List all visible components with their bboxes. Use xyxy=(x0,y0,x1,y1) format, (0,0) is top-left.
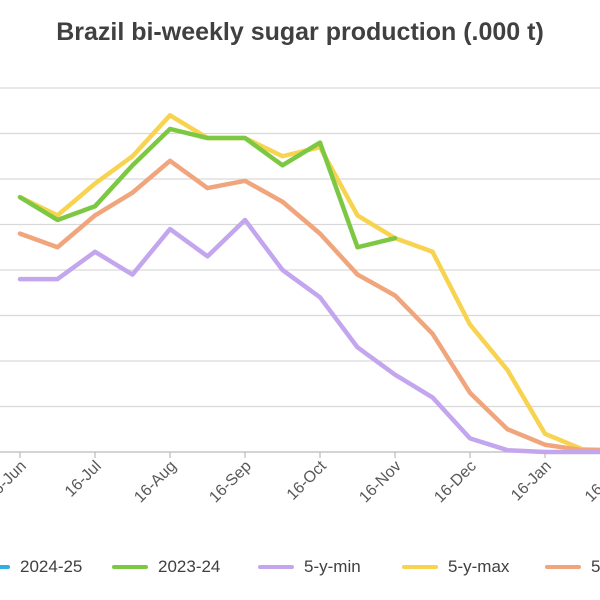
series-line-5-y-max xyxy=(17,113,600,452)
legend-label: 2023-24 xyxy=(158,557,221,576)
legend-label: 5-y-min xyxy=(304,557,361,576)
legend-swatch xyxy=(112,565,148,569)
series-lines xyxy=(17,113,600,455)
x-tick-label: 16-Feb xyxy=(582,458,600,506)
series-line-2023-24 xyxy=(17,126,398,250)
x-tick-label: 16-Aug xyxy=(131,458,180,507)
legend-item-5-y-min: 5-y-min xyxy=(258,552,361,582)
x-tick-label: 16-Jan xyxy=(508,458,555,505)
legend-item-2023-24: 2023-24 xyxy=(112,552,220,582)
legend-swatch xyxy=(258,565,294,569)
series-line-5 xyxy=(17,158,600,453)
legend-item-2024-25: 2024-25 xyxy=(0,552,82,582)
x-tick-label: 16-Jun xyxy=(0,458,30,505)
chart-title: Brazil bi-weekly sugar production (.000 … xyxy=(56,18,544,46)
legend-item-5-y-max: 5-y-max xyxy=(402,552,509,582)
x-tick-label: 16-Dec xyxy=(431,458,480,507)
legend-swatch xyxy=(402,565,438,569)
x-tick-label: 16-Sep xyxy=(206,458,255,507)
legend-label: 2024-25 xyxy=(20,557,83,576)
legend-label: 5-y-max xyxy=(448,557,510,576)
legend-item-5: 5 xyxy=(545,552,600,582)
x-tick-label: 16-Jul xyxy=(62,458,105,501)
legend: 2024-25 2023-24 5-y-min 5-y-max 5 xyxy=(0,552,600,582)
x-axis-ticks: 16-Jun 16-Jul 16-Aug 16-Sep 16-Oct 16-Nov 16-D… xyxy=(0,452,600,506)
x-tick-label: 16-Oct xyxy=(284,457,330,503)
series-line-5-y-min xyxy=(17,217,600,455)
x-tick-label: 16-Nov xyxy=(356,458,405,507)
legend-swatch xyxy=(0,565,10,569)
legend-swatch xyxy=(545,565,581,569)
gridlines xyxy=(0,87,600,453)
legend-label: 5 xyxy=(591,557,600,576)
